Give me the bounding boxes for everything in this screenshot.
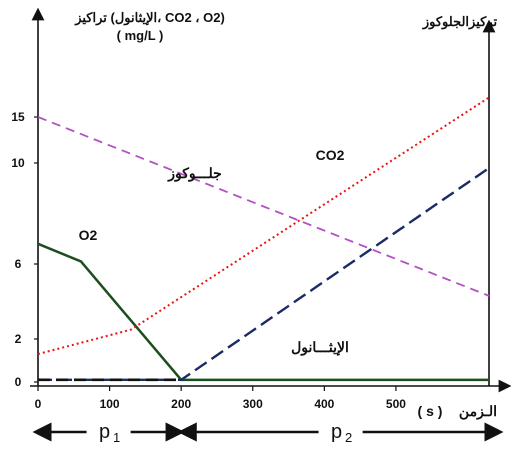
phase-label: p	[99, 421, 110, 443]
phase-label: p	[331, 421, 342, 443]
series-label-2: جلـــوكوز	[167, 165, 221, 182]
x-tick-label: 500	[386, 397, 406, 411]
x-tick-label: 200	[171, 397, 191, 411]
y-tick-label: 6	[15, 257, 22, 271]
x-tick-label: 100	[100, 397, 120, 411]
y-tick-label: 2	[15, 332, 22, 346]
series-line-2	[37, 116, 490, 297]
left-axis-units: ( mg/L )	[117, 28, 164, 43]
series-line-0	[37, 242, 489, 382]
series-label-0: O2	[79, 227, 98, 243]
y-tick-label: 0	[15, 375, 22, 389]
x-tick-label: 0	[35, 397, 42, 411]
series-label-1: CO2	[316, 147, 345, 163]
y-tick-label: 15	[11, 110, 25, 124]
series-line-3	[38, 167, 490, 382]
phase-label-sub: 1	[113, 430, 120, 445]
x-tick-label: 400	[314, 397, 334, 411]
series-line-1	[37, 96, 490, 356]
series-label-3: الإيثـــانول	[291, 339, 349, 357]
x-axis-label: الـزمن	[459, 403, 497, 420]
x-tick-label: 300	[243, 397, 263, 411]
phase-label-sub: 2	[345, 430, 352, 445]
x-axis-unit: ( s )	[418, 403, 443, 419]
right-axis-title: تركيزالجلوكوز	[422, 14, 498, 30]
left-axis-title: تراكيز (الإيثانول، CO2 ، O2)	[74, 10, 225, 26]
y-tick-label: 10	[11, 156, 25, 170]
